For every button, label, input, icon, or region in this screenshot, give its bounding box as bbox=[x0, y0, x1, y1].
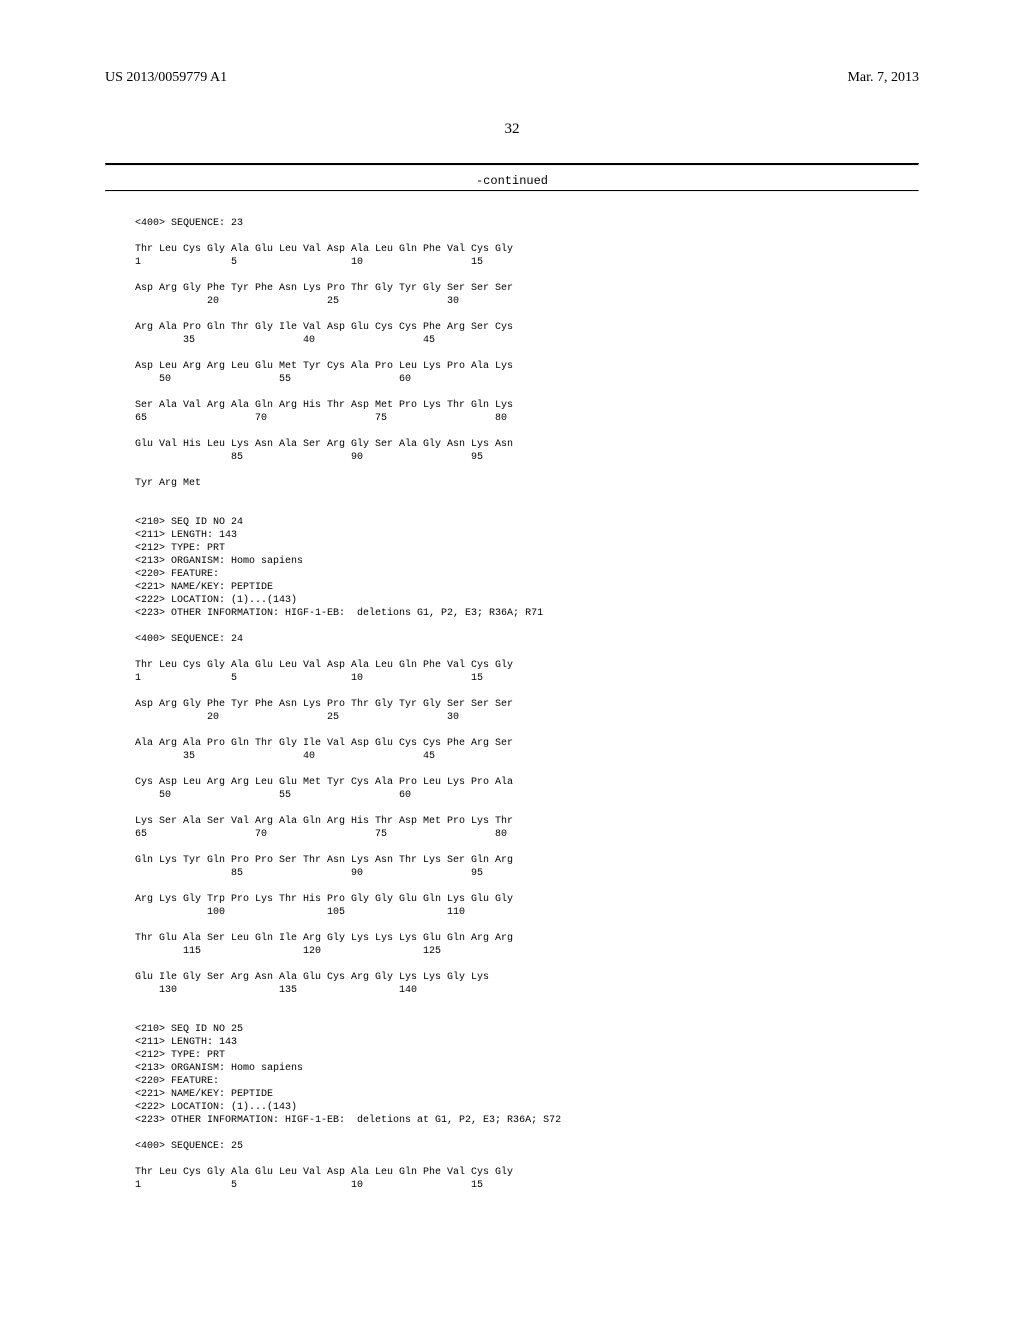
sequence-listing: <400> SEQUENCE: 23 Thr Leu Cys Gly Ala G… bbox=[135, 204, 919, 1192]
seq-25-meta: <222> LOCATION: (1)...(143) bbox=[135, 1102, 297, 1113]
seq-24-meta: <223> OTHER INFORMATION: HIGF-1-EB: dele… bbox=[135, 608, 543, 619]
seq-24-line: Cys Asp Leu Arg Arg Leu Glu Met Tyr Cys … bbox=[135, 777, 513, 788]
seq-24-meta: <221> NAME/KEY: PEPTIDE bbox=[135, 582, 273, 593]
seq-25-meta: <211> LENGTH: 143 bbox=[135, 1037, 237, 1048]
seq-24-pos: 35 40 45 bbox=[135, 751, 435, 762]
seq-24-meta: <210> SEQ ID NO 24 bbox=[135, 517, 243, 528]
seq-24-line: Thr Glu Ala Ser Leu Gln Ile Arg Gly Lys … bbox=[135, 933, 513, 944]
publication-number: US 2013/0059779 A1 bbox=[105, 70, 227, 86]
seq-25-meta: <210> SEQ ID NO 25 bbox=[135, 1024, 243, 1035]
seq-24-line: Lys Ser Ala Ser Val Arg Ala Gln Arg His … bbox=[135, 816, 513, 827]
seq-24-meta: <212> TYPE: PRT bbox=[135, 543, 225, 554]
seq-24-meta: <220> FEATURE: bbox=[135, 569, 219, 580]
seq-23-line: Tyr Arg Met bbox=[135, 478, 201, 489]
seq-24-line: Asp Arg Gly Phe Tyr Phe Asn Lys Pro Thr … bbox=[135, 699, 513, 710]
seq-23-pos: 1 5 10 15 bbox=[135, 257, 483, 268]
seq-23-line: Ser Ala Val Arg Ala Gln Arg His Thr Asp … bbox=[135, 400, 513, 411]
seq-24-meta: <222> LOCATION: (1)...(143) bbox=[135, 595, 297, 606]
seq-25-meta: <213> ORGANISM: Homo sapiens bbox=[135, 1063, 303, 1074]
seq-25-meta: <212> TYPE: PRT bbox=[135, 1050, 225, 1061]
seq-23-line: Thr Leu Cys Gly Ala Glu Leu Val Asp Ala … bbox=[135, 244, 513, 255]
page-number: 32 bbox=[105, 121, 919, 138]
rule-bottom bbox=[105, 190, 919, 192]
seq-25-meta: <221> NAME/KEY: PEPTIDE bbox=[135, 1089, 273, 1100]
seq-23-pos: 85 90 95 bbox=[135, 452, 483, 463]
seq-25-meta: <223> OTHER INFORMATION: HIGF-1-EB: dele… bbox=[135, 1115, 561, 1126]
seq-24-line: Ala Arg Ala Pro Gln Thr Gly Ile Val Asp … bbox=[135, 738, 513, 749]
page-header: US 2013/0059779 A1 Mar. 7, 2013 bbox=[105, 70, 919, 86]
seq-25-header: <400> SEQUENCE: 25 bbox=[135, 1141, 243, 1152]
seq-23-pos: 20 25 30 bbox=[135, 296, 459, 307]
page: US 2013/0059779 A1 Mar. 7, 2013 32 -cont… bbox=[0, 0, 1024, 1320]
seq-23-line: Arg Ala Pro Gln Thr Gly Ile Val Asp Glu … bbox=[135, 322, 513, 333]
seq-24-pos: 20 25 30 bbox=[135, 712, 459, 723]
seq-23-pos: 35 40 45 bbox=[135, 335, 435, 346]
seq-24-meta: <213> ORGANISM: Homo sapiens bbox=[135, 556, 303, 567]
seq-24-pos: 85 90 95 bbox=[135, 868, 483, 879]
publication-date: Mar. 7, 2013 bbox=[847, 70, 919, 86]
seq-24-pos: 65 70 75 80 bbox=[135, 829, 507, 840]
seq-24-pos: 100 105 110 bbox=[135, 907, 465, 918]
seq-24-pos: 1 5 10 15 bbox=[135, 673, 483, 684]
seq-24-line: Arg Lys Gly Trp Pro Lys Thr His Pro Gly … bbox=[135, 894, 513, 905]
seq-23-pos: 65 70 75 80 bbox=[135, 413, 507, 424]
seq-24-meta: <211> LENGTH: 143 bbox=[135, 530, 237, 541]
seq-25-line: Thr Leu Cys Gly Ala Glu Leu Val Asp Ala … bbox=[135, 1167, 513, 1178]
seq-24-line: Glu Ile Gly Ser Arg Asn Ala Glu Cys Arg … bbox=[135, 972, 489, 983]
continued-label: -continued bbox=[105, 174, 919, 188]
seq-24-pos: 130 135 140 bbox=[135, 985, 417, 996]
seq-25-pos: 1 5 10 15 bbox=[135, 1180, 483, 1191]
seq-23-header: <400> SEQUENCE: 23 bbox=[135, 218, 243, 229]
rule-top bbox=[105, 163, 919, 166]
seq-24-header: <400> SEQUENCE: 24 bbox=[135, 634, 243, 645]
seq-24-line: Thr Leu Cys Gly Ala Glu Leu Val Asp Ala … bbox=[135, 660, 513, 671]
seq-24-pos: 115 120 125 bbox=[135, 946, 441, 957]
seq-24-line: Gln Lys Tyr Gln Pro Pro Ser Thr Asn Lys … bbox=[135, 855, 513, 866]
seq-23-pos: 50 55 60 bbox=[135, 374, 411, 385]
seq-23-line: Asp Leu Arg Arg Leu Glu Met Tyr Cys Ala … bbox=[135, 361, 513, 372]
seq-25-meta: <220> FEATURE: bbox=[135, 1076, 219, 1087]
seq-23-line: Asp Arg Gly Phe Tyr Phe Asn Lys Pro Thr … bbox=[135, 283, 513, 294]
seq-24-pos: 50 55 60 bbox=[135, 790, 411, 801]
seq-23-line: Glu Val His Leu Lys Asn Ala Ser Arg Gly … bbox=[135, 439, 513, 450]
